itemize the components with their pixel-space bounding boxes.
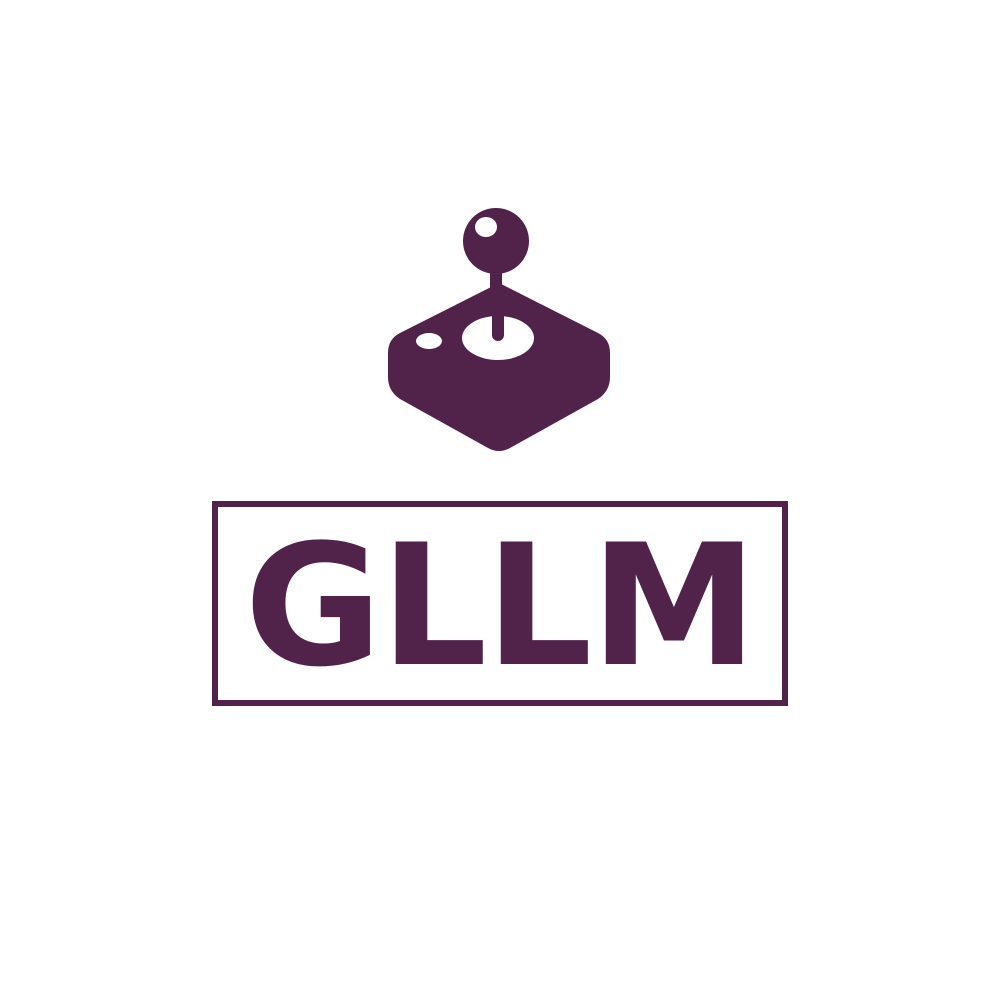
joystick-icon — [388, 208, 610, 451]
logo-wordmark: GLLM — [244, 507, 757, 704]
wordmark-frame: GLLM — [212, 501, 788, 706]
